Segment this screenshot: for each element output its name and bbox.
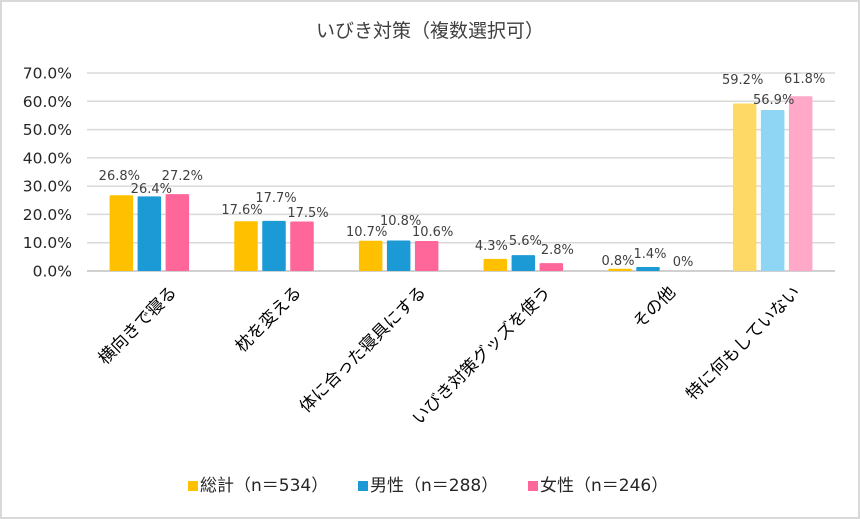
gridlines bbox=[87, 72, 835, 272]
data-label: 10.8% bbox=[380, 214, 421, 229]
chart-title: いびき対策（複数選択可） bbox=[316, 20, 544, 42]
data-label: 5.6% bbox=[509, 234, 542, 249]
y-tick-label: 20.0% bbox=[23, 206, 72, 224]
data-label: 1.4% bbox=[633, 247, 666, 262]
legend-swatch bbox=[188, 481, 198, 491]
bar-total bbox=[732, 103, 757, 271]
data-label: 17.6% bbox=[221, 203, 262, 218]
data-label: 0.8% bbox=[601, 254, 634, 269]
legend: 総計（n＝534） 男性（n＝288） 女性（n＝246） bbox=[188, 476, 668, 496]
bar-male bbox=[636, 267, 660, 271]
y-tick-label: 70.0% bbox=[23, 65, 72, 83]
bar-total bbox=[358, 240, 383, 271]
y-tick-label: 0.0% bbox=[33, 263, 72, 281]
x-tick-label: その他 bbox=[630, 283, 680, 333]
legend-entry: 女性（n＝246） bbox=[540, 476, 668, 496]
bar-male bbox=[137, 196, 162, 271]
data-label: 17.7% bbox=[255, 191, 296, 206]
x-tick-label: いびき対策グッズを使う bbox=[408, 282, 555, 429]
bar-total bbox=[608, 268, 632, 271]
x-tick-label: 特に何もしていない bbox=[682, 283, 804, 405]
y-tick-label: 60.0% bbox=[23, 93, 72, 111]
bar-male bbox=[262, 220, 286, 271]
data-label: 26.8% bbox=[99, 169, 140, 184]
data-label: 4.3% bbox=[475, 239, 508, 254]
legend-swatch bbox=[358, 481, 368, 491]
bar-female bbox=[165, 194, 190, 271]
bar-total bbox=[483, 258, 508, 271]
bar-total bbox=[234, 221, 258, 271]
bar-male bbox=[511, 255, 536, 271]
data-label: 56.9% bbox=[753, 93, 794, 108]
bar-total bbox=[109, 195, 134, 271]
data-labels: 26.8%26.4%27.2% 17.6%17.7%17.5% 10.7%10.8%… bbox=[99, 72, 826, 270]
bar-female bbox=[539, 263, 564, 271]
x-tick-label: 体に合った寝具にする bbox=[295, 282, 430, 417]
legend-swatch bbox=[528, 481, 538, 491]
data-label: 59.2% bbox=[722, 73, 763, 88]
y-tick-label: 40.0% bbox=[23, 149, 72, 167]
y-tick-label: 10.0% bbox=[23, 234, 72, 252]
bar-male bbox=[386, 240, 411, 271]
data-label: 10.7% bbox=[346, 225, 387, 240]
legend-entry: 男性（n＝288） bbox=[370, 476, 498, 496]
bar-female bbox=[788, 96, 813, 272]
data-label: 61.8% bbox=[784, 72, 825, 87]
data-label: 26.4% bbox=[131, 182, 172, 197]
data-label: 0% bbox=[673, 255, 694, 270]
x-tick-label: 枕を変える bbox=[232, 283, 306, 357]
y-axis-ticks: 0.0% 10.0% 20.0% 30.0% 40.0% 50.0% 60.0% 70.0% bbox=[23, 65, 72, 281]
x-tick-label: 横向きで寝る bbox=[94, 282, 181, 369]
data-label: 10.6% bbox=[412, 225, 453, 240]
data-label: 17.5% bbox=[287, 206, 328, 221]
bars bbox=[109, 96, 813, 272]
bar-female bbox=[414, 241, 439, 271]
bar-male bbox=[760, 110, 785, 271]
data-label: 2.8% bbox=[541, 243, 574, 258]
data-label: 27.2% bbox=[162, 169, 203, 184]
y-tick-label: 30.0% bbox=[23, 178, 72, 196]
bar-female bbox=[290, 221, 314, 271]
legend-entry: 総計（n＝534） bbox=[200, 476, 328, 496]
y-tick-label: 50.0% bbox=[23, 121, 72, 139]
